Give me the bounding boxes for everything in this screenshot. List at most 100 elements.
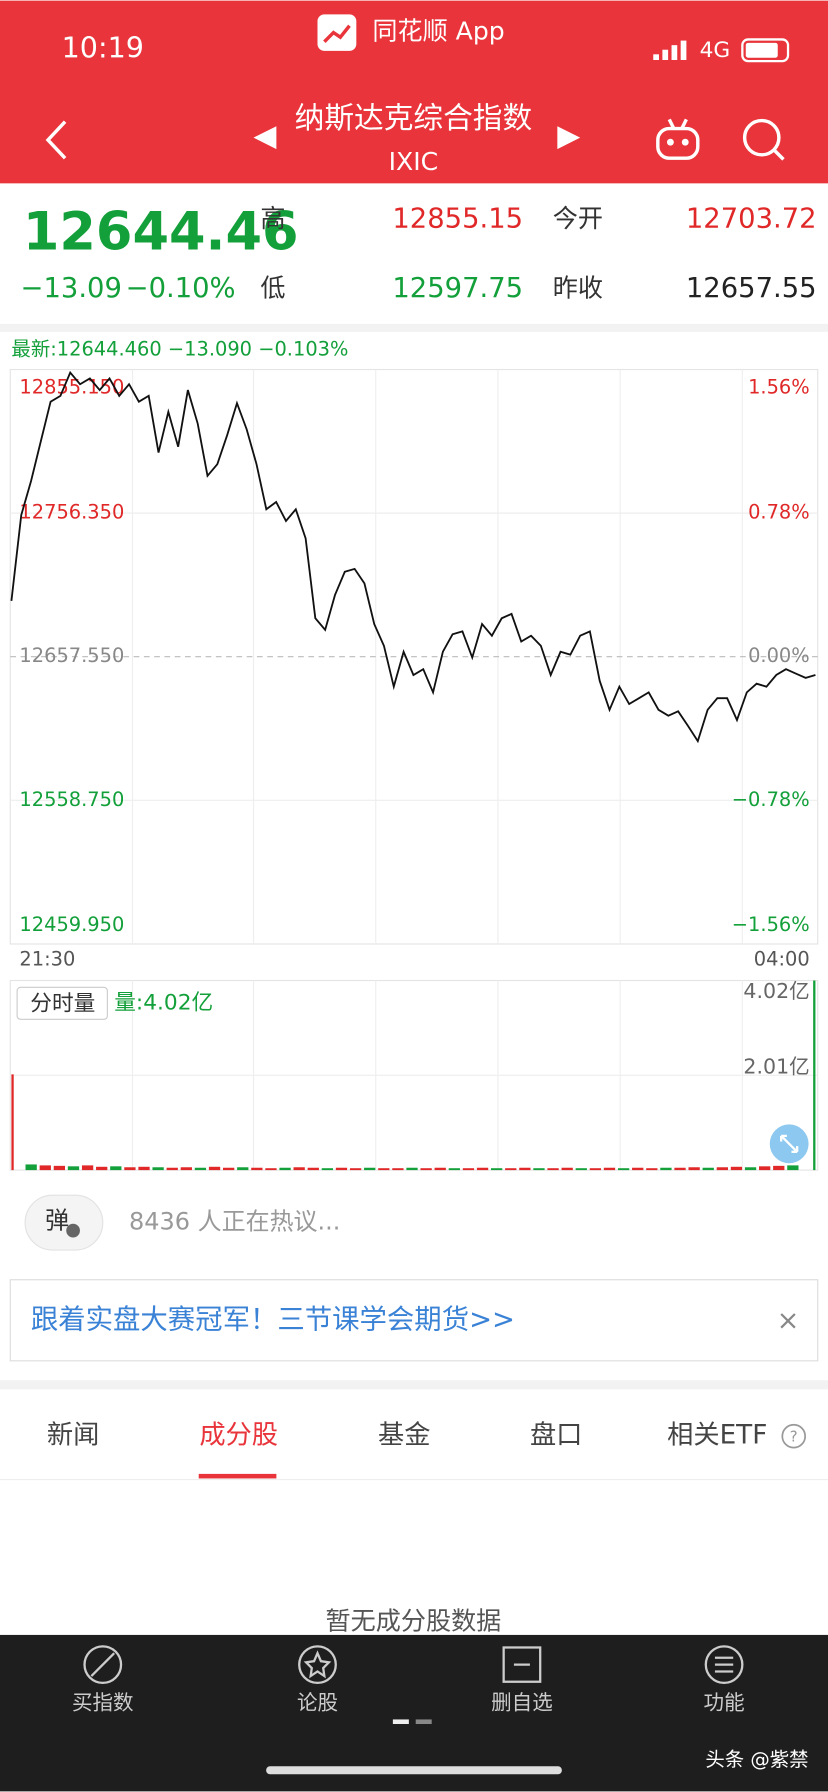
app-name: 同花顺 App — [372, 17, 504, 46]
open-label: 今开 — [553, 204, 603, 233]
y2-tick-label: 0.78% — [748, 501, 810, 524]
volume-bar — [646, 1168, 658, 1171]
y-tick-label: 12459.950 — [19, 913, 124, 936]
divider — [0, 323, 828, 332]
low: 12597.75 — [392, 273, 523, 304]
nav-label[interactable]: 论股 — [297, 1690, 338, 1714]
volume-bar — [138, 1166, 150, 1171]
volume-bar — [420, 1168, 432, 1171]
volume-bar — [293, 1167, 305, 1171]
volume-bar — [660, 1167, 672, 1171]
nav-label[interactable]: 功能 — [704, 1690, 745, 1714]
volume-bar — [617, 1168, 630, 1171]
volume-bar — [124, 1167, 136, 1171]
y2-tick-label: 1.56% — [748, 375, 810, 398]
page-dot — [415, 1719, 432, 1724]
divider — [0, 1380, 828, 1390]
volume-bar — [476, 1167, 489, 1171]
nav-label[interactable]: 删自选 — [491, 1690, 553, 1714]
nav-icons — [83, 1645, 744, 1685]
price: 12644.46 — [23, 201, 299, 262]
banner-close[interactable] — [780, 1313, 796, 1329]
clock: 10:19 — [62, 31, 144, 65]
tab[interactable]: 基金 — [378, 1421, 431, 1451]
volume-bar — [688, 1167, 700, 1171]
chart-legend: 最新:12644.460 −13.090 −0.103% — [11, 338, 348, 361]
prev-index[interactable] — [253, 126, 277, 150]
volume-bar — [491, 1168, 503, 1171]
y2-tick-label: 0.00% — [748, 644, 810, 667]
tab-underline — [198, 1473, 277, 1479]
change-pct: −0.10% — [126, 273, 236, 304]
robot-eyes — [666, 138, 689, 146]
volume-bar — [25, 1164, 37, 1171]
volume-bar — [533, 1168, 545, 1171]
expand-icon — [780, 1134, 799, 1153]
tab[interactable]: 盘口 — [530, 1421, 583, 1451]
index-code: IXIC — [389, 147, 439, 176]
app-logo — [317, 14, 357, 51]
volume-mode-button[interactable] — [16, 986, 108, 1020]
tab[interactable]: 新闻 — [47, 1421, 100, 1451]
volume-bar — [223, 1167, 235, 1171]
volume-bar — [589, 1168, 602, 1171]
volume-bar — [364, 1167, 376, 1171]
banner[interactable] — [9, 1279, 819, 1362]
y-tick-label: 12756.350 — [19, 501, 124, 524]
volume-bar — [53, 1165, 66, 1171]
battery — [741, 38, 790, 63]
volume-bar — [561, 1167, 573, 1171]
volume-bar — [787, 1165, 799, 1171]
y-tick-label: 4.02亿 — [743, 979, 809, 1003]
robot-button[interactable] — [656, 118, 700, 160]
volume-bar — [603, 1167, 616, 1171]
volume-bar — [448, 1168, 460, 1171]
volume-bar — [773, 1165, 785, 1171]
danmaku-off-icon — [66, 1223, 80, 1238]
y-tick-label: 12855.150 — [19, 375, 124, 398]
nav-label[interactable]: 买指数 — [72, 1690, 134, 1714]
volume-bar — [321, 1168, 334, 1171]
banner-text: 跟着实盘大赛冠军！三节课学会期货>> — [31, 1304, 515, 1335]
volume-bar — [208, 1166, 221, 1171]
x-label: 04:00 — [754, 947, 810, 970]
volume-bar — [307, 1167, 319, 1171]
help-icon-glyph: ? — [790, 1428, 798, 1445]
tab[interactable]: 成分股 — [199, 1421, 278, 1451]
high: 12855.15 — [392, 203, 523, 234]
volume-bar — [674, 1167, 686, 1171]
next-index[interactable] — [557, 126, 581, 150]
volume-bar — [152, 1167, 164, 1171]
y2-tick-label: −1.56% — [732, 913, 810, 936]
volume-bar — [378, 1168, 390, 1171]
volume-bar — [434, 1167, 446, 1171]
header-bg — [0, 0, 828, 184]
search-button[interactable] — [742, 118, 785, 161]
prev-close: 12657.55 — [686, 273, 817, 304]
volume-bar — [575, 1168, 587, 1171]
volume-bar — [505, 1168, 517, 1171]
y-tick-label: 12657.550 — [19, 644, 124, 667]
high-label: 高 — [260, 204, 285, 233]
index-title: 纳斯达克综合指数 — [295, 101, 533, 136]
volume-bar — [166, 1167, 178, 1171]
watermark: 头条 @紫禁 — [705, 1748, 808, 1771]
volume-bar — [406, 1167, 418, 1171]
battery-level — [745, 42, 778, 58]
back-button[interactable] — [45, 120, 67, 160]
danmaku-button[interactable] — [24, 1194, 104, 1251]
volume-bar — [194, 1167, 207, 1171]
tab[interactable]: 相关ETF — [667, 1421, 767, 1451]
volume-bar — [632, 1167, 644, 1171]
volume-bar — [81, 1165, 94, 1171]
volume-title: 分时量 — [30, 991, 95, 1016]
volume-bar — [462, 1168, 475, 1171]
volume-bar — [110, 1166, 122, 1171]
change: −13.09 — [21, 273, 122, 304]
help-icon[interactable] — [781, 1423, 807, 1449]
bottom-bar — [0, 1634, 828, 1792]
volume-bar — [547, 1168, 559, 1171]
empty-text: 暂无成分股数据 — [326, 1606, 502, 1635]
